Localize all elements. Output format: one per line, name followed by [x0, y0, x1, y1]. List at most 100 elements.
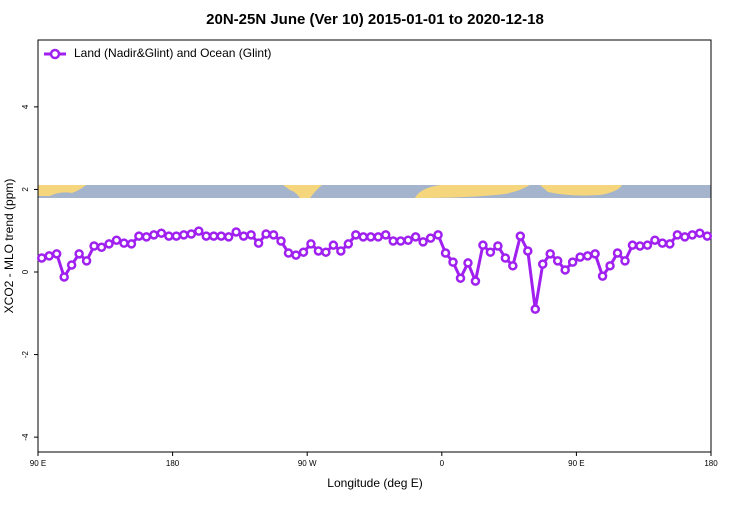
- data-point: [268, 230, 279, 240]
- data-point: [552, 256, 563, 266]
- data-point: [366, 232, 376, 242]
- data-point: [104, 239, 114, 249]
- y-tick-label: -2: [21, 350, 30, 358]
- data-point: [261, 229, 271, 239]
- data-point: [388, 236, 398, 246]
- data-point: [433, 230, 443, 240]
- data-point: [328, 240, 339, 250]
- data-point: [530, 304, 541, 314]
- y-tick-label: -4: [21, 433, 30, 441]
- data-point: [238, 231, 249, 241]
- data-point: [478, 240, 488, 250]
- y-axis-label: XCO2 - MLO trend (ppm): [2, 179, 16, 314]
- data-point: [156, 228, 167, 238]
- data-point: [186, 229, 197, 239]
- data-point: [642, 240, 653, 250]
- data-point: [149, 230, 159, 240]
- data-point: [321, 247, 331, 257]
- data-point: [612, 248, 623, 258]
- data-point: [89, 241, 99, 251]
- data-point: [545, 249, 555, 259]
- data-point: [134, 231, 144, 241]
- data-point: [597, 271, 608, 281]
- x-tick-label: 90 E: [568, 459, 584, 468]
- data-point: [575, 252, 585, 262]
- data-point: [223, 232, 234, 242]
- data-point: [680, 232, 690, 242]
- data-point: [373, 232, 383, 242]
- data-point: [448, 257, 458, 267]
- series-line: [41, 229, 708, 310]
- data-point: [500, 253, 511, 263]
- data-point: [560, 265, 570, 275]
- plot-frame: [37, 39, 712, 453]
- y-tick-label: 2: [21, 187, 30, 192]
- data-point: [194, 226, 204, 236]
- x-tick-label: 180: [166, 459, 180, 468]
- data-point: [582, 251, 593, 261]
- data-point: [74, 249, 84, 259]
- data-point: [164, 231, 174, 241]
- data-point: [395, 236, 406, 246]
- data-point: [253, 238, 264, 248]
- data-point: [171, 231, 182, 241]
- data-point: [96, 242, 107, 252]
- data-point: [493, 241, 503, 251]
- data-point: [51, 249, 62, 259]
- data-point: [358, 232, 369, 242]
- data-point: [523, 246, 533, 256]
- data-point: [590, 249, 600, 259]
- data-point: [179, 230, 189, 240]
- data-point: [276, 236, 286, 246]
- data-point: [351, 230, 361, 240]
- data-point: [403, 235, 413, 245]
- data-point: [119, 238, 129, 248]
- data-point: [508, 261, 518, 271]
- data-point: [687, 230, 698, 240]
- data-point: [470, 276, 481, 286]
- data-point: [291, 250, 301, 260]
- data-point: [485, 247, 496, 257]
- data-point: [440, 248, 451, 258]
- data-point: [567, 257, 578, 267]
- data-point: [283, 248, 294, 258]
- data-point: [418, 237, 428, 247]
- data-point: [463, 258, 473, 268]
- data-point: [665, 239, 675, 249]
- data-point: [343, 239, 354, 249]
- x-tick-label: 90 E: [30, 459, 46, 468]
- data-point: [410, 232, 421, 242]
- data-point: [702, 231, 713, 241]
- data-point: [201, 231, 211, 241]
- y-tick-label: 0: [21, 269, 30, 274]
- data-point: [695, 228, 705, 238]
- map-strip: [38, 185, 711, 198]
- chart-title: 20N-25N June (Ver 10) 2015-01-01 to 2020…: [206, 11, 544, 28]
- data-point: [216, 231, 226, 241]
- data-point: [380, 230, 391, 240]
- data-point: [59, 272, 69, 282]
- data-point: [336, 246, 346, 256]
- data-point: [425, 233, 436, 243]
- data-point: [246, 230, 256, 240]
- x-axis-label: Longitude (deg E): [327, 476, 422, 490]
- data-point: [515, 231, 526, 241]
- data-point: [298, 247, 309, 257]
- data-point: [657, 238, 668, 248]
- data-point: [455, 273, 466, 283]
- data-point: [81, 256, 92, 266]
- data-point: [44, 251, 54, 261]
- data-point: [672, 230, 683, 240]
- x-tick-label: 90 W: [298, 459, 317, 468]
- data-point: [141, 232, 152, 242]
- data-point: [620, 256, 630, 266]
- data-point: [306, 239, 316, 249]
- data-point: [36, 253, 47, 263]
- data-point: [111, 235, 122, 245]
- data-point: [66, 260, 77, 270]
- data-point: [635, 241, 645, 251]
- data-point: [126, 239, 137, 249]
- legend-marker: [49, 48, 61, 60]
- x-tick-label: 0: [440, 459, 445, 468]
